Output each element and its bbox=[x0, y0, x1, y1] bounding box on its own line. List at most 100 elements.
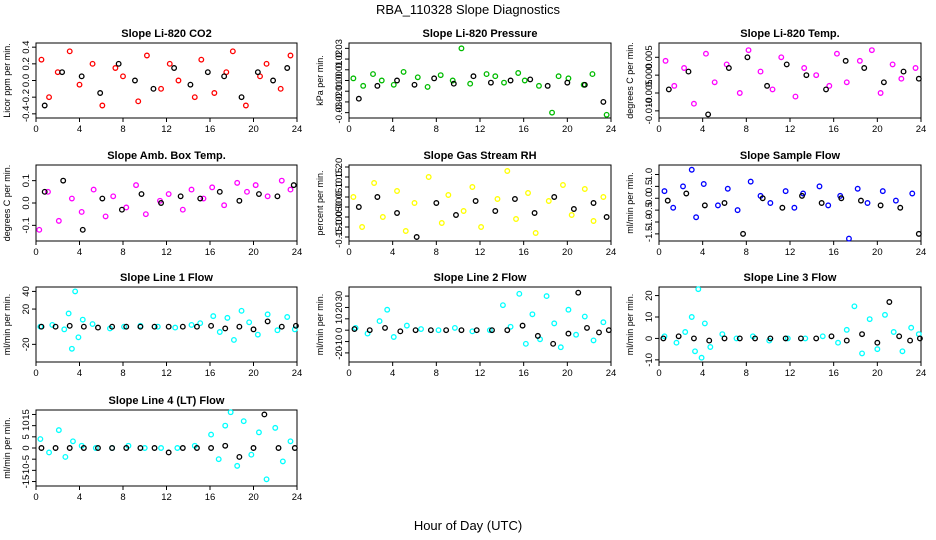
data-point bbox=[600, 98, 607, 105]
reference-points bbox=[351, 289, 612, 347]
data-point bbox=[534, 332, 541, 339]
data-point bbox=[374, 82, 381, 89]
data-point bbox=[191, 94, 198, 101]
panel-title: Slope Line 3 Flow bbox=[744, 272, 837, 284]
data-point bbox=[683, 190, 690, 197]
data-point bbox=[355, 95, 362, 102]
data-point bbox=[411, 200, 418, 206]
data-point bbox=[193, 323, 200, 330]
data-point bbox=[61, 326, 68, 333]
data-point bbox=[823, 86, 829, 93]
data-point bbox=[825, 202, 832, 209]
data-point bbox=[197, 195, 204, 202]
data-point bbox=[681, 65, 688, 71]
data-point bbox=[451, 324, 458, 331]
data-point bbox=[603, 214, 610, 220]
data-point bbox=[545, 198, 552, 204]
data-point bbox=[179, 323, 186, 330]
data-point bbox=[662, 57, 669, 64]
data-point bbox=[230, 336, 237, 343]
y-axis-label: ml/min per min. bbox=[2, 294, 12, 356]
data-point bbox=[892, 197, 899, 204]
reference-points bbox=[41, 177, 297, 233]
data-point bbox=[816, 183, 823, 190]
chart-panel: Slope Amb. Box Temp. 0 4 8 12 16 20 24 -0.1 0.0 0.… bbox=[2, 150, 302, 258]
data-point bbox=[78, 208, 85, 215]
data-point bbox=[75, 334, 82, 341]
data-point bbox=[896, 333, 903, 340]
data-point bbox=[778, 54, 785, 61]
data-point bbox=[435, 327, 442, 334]
data-point bbox=[701, 202, 708, 209]
data-point bbox=[897, 204, 904, 211]
data-point bbox=[72, 288, 79, 295]
data-point bbox=[507, 323, 514, 330]
data-point bbox=[866, 316, 873, 323]
data-point bbox=[433, 200, 440, 206]
data-point bbox=[254, 69, 261, 76]
data-point bbox=[224, 314, 231, 321]
reference-points bbox=[355, 194, 610, 240]
data-point bbox=[859, 350, 865, 357]
data-point bbox=[187, 81, 194, 88]
series-points bbox=[352, 290, 607, 351]
data-point bbox=[916, 335, 923, 342]
data-point bbox=[89, 321, 96, 328]
data-point bbox=[908, 324, 915, 331]
y-tick-label: -1.5 bbox=[644, 226, 655, 242]
data-point bbox=[513, 216, 519, 222]
data-point bbox=[121, 323, 128, 330]
x-tick-label: 24 bbox=[916, 124, 927, 135]
data-point bbox=[450, 80, 457, 87]
data-point bbox=[412, 327, 419, 334]
data-point bbox=[527, 76, 534, 83]
data-point bbox=[874, 346, 881, 353]
x-tick-label: 4 bbox=[77, 247, 82, 258]
data-point bbox=[79, 316, 86, 323]
data-point bbox=[600, 319, 607, 326]
data-point bbox=[846, 235, 852, 242]
x-tick-label: 12 bbox=[161, 247, 172, 258]
x-tick-label: 4 bbox=[77, 492, 82, 503]
data-point bbox=[274, 193, 281, 200]
panel-title: Slope Li-820 Pressure bbox=[423, 28, 538, 40]
data-point bbox=[222, 422, 229, 429]
data-point bbox=[374, 194, 381, 200]
data-point bbox=[250, 445, 257, 451]
reference-points bbox=[38, 318, 299, 333]
data-point bbox=[123, 204, 130, 211]
x-tick-label: 24 bbox=[292, 124, 303, 135]
x-tick-label: 12 bbox=[161, 492, 172, 503]
data-point bbox=[721, 200, 728, 206]
data-point bbox=[550, 340, 557, 347]
data-point bbox=[573, 331, 580, 338]
x-tick-label: 4 bbox=[77, 368, 82, 379]
data-point bbox=[165, 449, 172, 456]
data-point bbox=[560, 182, 566, 188]
data-point bbox=[109, 323, 116, 330]
data-point bbox=[229, 48, 236, 55]
data-point bbox=[438, 220, 445, 226]
data-point bbox=[112, 65, 119, 71]
data-point bbox=[478, 224, 485, 230]
data-point bbox=[692, 348, 698, 355]
x-tick-label: 0 bbox=[656, 368, 661, 379]
data-point bbox=[109, 445, 116, 451]
data-point bbox=[400, 68, 407, 75]
y-tick-label: 30 bbox=[334, 291, 345, 302]
data-point bbox=[250, 326, 257, 333]
data-point bbox=[402, 228, 409, 234]
data-point bbox=[208, 431, 215, 438]
data-point bbox=[188, 321, 195, 328]
data-point bbox=[59, 69, 66, 76]
x-tick-label: 12 bbox=[785, 124, 796, 135]
data-point bbox=[123, 323, 130, 330]
data-point bbox=[379, 214, 386, 220]
y-tick-label: 0 bbox=[334, 328, 345, 333]
data-point bbox=[799, 192, 805, 199]
data-point bbox=[492, 208, 499, 214]
series-points bbox=[661, 166, 916, 242]
x-tick-label: 4 bbox=[700, 124, 705, 135]
